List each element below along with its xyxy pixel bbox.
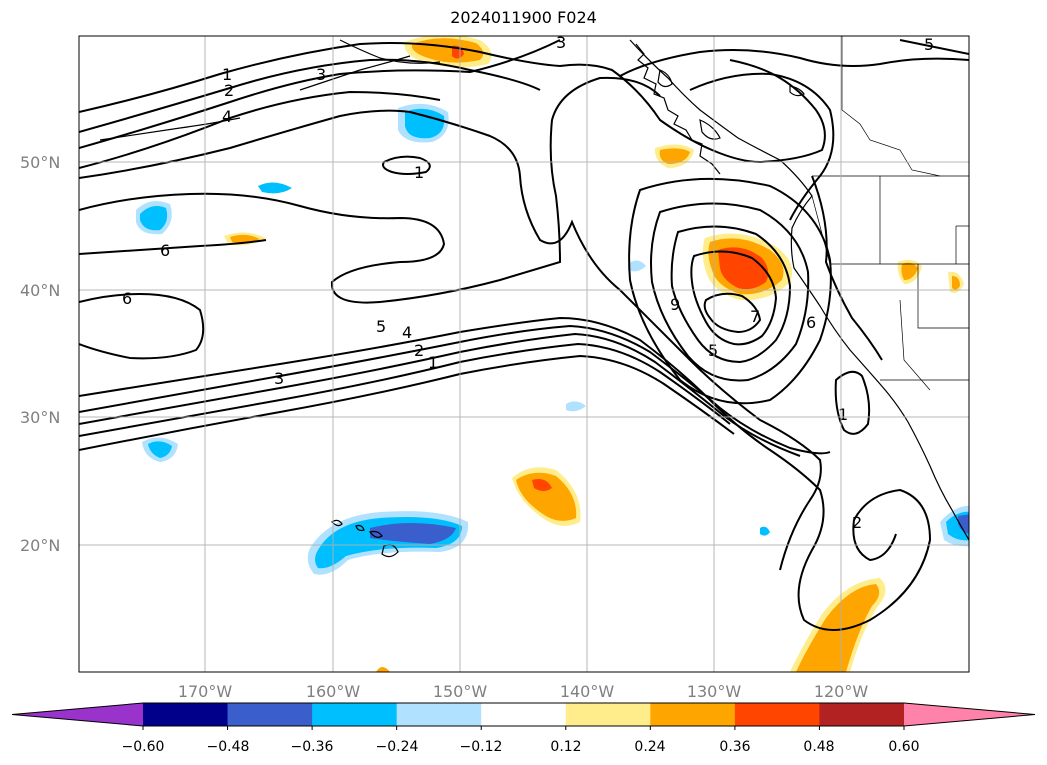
lon-label: 140°W bbox=[560, 682, 615, 701]
contour-label: 1 bbox=[414, 163, 424, 182]
map-title: 2024011900 F024 bbox=[450, 8, 597, 27]
lat-label: 30°N bbox=[20, 408, 60, 427]
contour-label: 9 bbox=[670, 295, 680, 314]
contour-label: 6 bbox=[160, 241, 170, 260]
contour-label: 2 bbox=[852, 513, 862, 532]
lon-label: 170°W bbox=[178, 682, 233, 701]
lon-label: 160°W bbox=[306, 682, 361, 701]
contour-label-group: 1 2 3 4 3 5 1 6 6 5 4 2 1 3 9 7 5 6 1 2 bbox=[122, 33, 934, 532]
colorbar-extend-high bbox=[904, 703, 1035, 726]
colorbar-segment bbox=[312, 703, 398, 726]
colorbar-tick-label: 0.24 bbox=[634, 739, 665, 755]
colorbar-tick-label: −0.48 bbox=[207, 739, 250, 755]
lat-label: 20°N bbox=[20, 536, 60, 555]
colorbar-segment bbox=[819, 703, 905, 726]
contour-label: 2 bbox=[224, 81, 234, 100]
political-borders bbox=[811, 36, 969, 391]
lon-label: 150°W bbox=[433, 682, 488, 701]
colorbar-tick-label: −0.24 bbox=[376, 739, 419, 755]
contour-label: 7 bbox=[750, 307, 760, 326]
colorbar-segment bbox=[650, 703, 736, 726]
contour-lines bbox=[79, 39, 969, 631]
contour-label: 1 bbox=[222, 65, 232, 84]
map-plot-area: 1 2 3 4 3 5 1 6 6 5 4 2 1 3 9 7 5 6 1 2 bbox=[79, 33, 969, 672]
colorbar bbox=[11, 702, 1036, 730]
colorbar-segment bbox=[227, 703, 313, 726]
contour-label: 1 bbox=[838, 405, 848, 424]
contour-label: 5 bbox=[708, 341, 718, 360]
colorbar-tick-label: −0.60 bbox=[122, 739, 165, 755]
lat-label: 50°N bbox=[20, 153, 60, 172]
lon-label: 120°W bbox=[814, 682, 869, 701]
colorbar-tick-labels: −0.60 −0.48 −0.36 −0.24 −0.12 0.12 0.24 … bbox=[122, 739, 920, 755]
contour-label: 4 bbox=[402, 323, 412, 342]
contour-label: 3 bbox=[316, 65, 326, 84]
contour-label: 3 bbox=[274, 369, 284, 388]
colorbar-segment bbox=[481, 703, 567, 726]
contour-label: 5 bbox=[376, 317, 386, 336]
contour-label: 4 bbox=[222, 107, 232, 126]
contour-label: 1 bbox=[428, 353, 438, 372]
colorbar-segment bbox=[565, 703, 651, 726]
colorbar-tick-label: 0.48 bbox=[803, 739, 834, 755]
longitude-labels: 170°W 160°W 150°W 140°W 130°W 120°W bbox=[178, 682, 869, 701]
contour-label: 3 bbox=[556, 33, 566, 52]
colorbar-tick-label: 0.60 bbox=[888, 739, 919, 755]
colorbar-segment bbox=[396, 703, 482, 726]
colorbar-tick-label: 0.36 bbox=[719, 739, 750, 755]
colorbar-segment bbox=[143, 703, 229, 726]
contour-label: 5 bbox=[924, 35, 934, 54]
latitude-labels: 50°N 40°N 30°N 20°N bbox=[20, 153, 60, 555]
lon-label: 130°W bbox=[687, 682, 742, 701]
map-frame bbox=[78, 35, 970, 673]
colorbar-tick-label: −0.12 bbox=[460, 739, 503, 755]
colorbar-extend-low bbox=[12, 703, 143, 726]
contour-label: 6 bbox=[806, 313, 816, 332]
contour-label: 6 bbox=[122, 289, 132, 308]
lat-label: 40°N bbox=[20, 281, 60, 300]
colorbar-tick-label: −0.36 bbox=[291, 739, 334, 755]
gridlines bbox=[79, 36, 969, 672]
colorbar-tick-label: 0.12 bbox=[550, 739, 581, 755]
contour-label: 2 bbox=[414, 341, 424, 360]
colorbar-segment bbox=[734, 703, 820, 726]
